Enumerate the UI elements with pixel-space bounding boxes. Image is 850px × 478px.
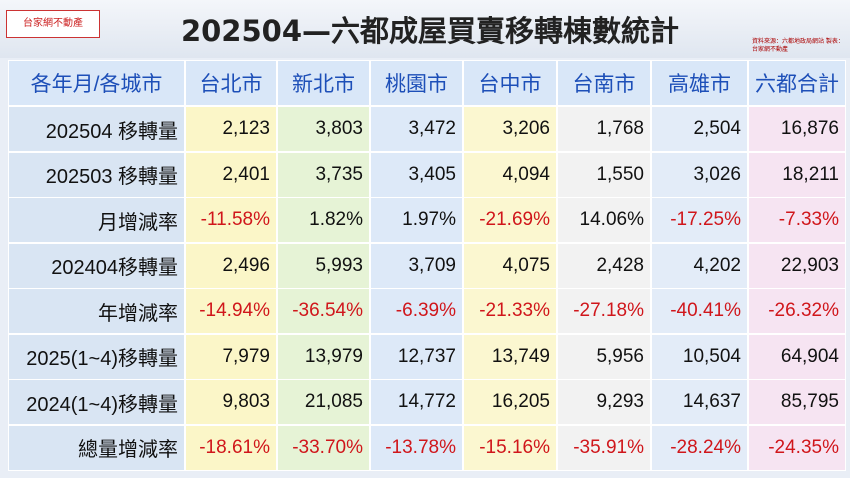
table-cell: 14,637 [651,379,748,425]
table-cell: -6.39% [370,288,463,334]
table-cell: 22,903 [748,242,846,289]
table-cell: -17.25% [651,197,748,243]
table-cell: 64,904 [748,333,846,380]
logo: 台家網不動產 [6,10,100,38]
table-cell: -27.18% [557,288,651,334]
table-cell: 5,956 [557,333,651,380]
column-header: 六都合計 [748,60,846,106]
table-cell: 2,123 [185,106,277,152]
table-cell: 10,504 [651,333,748,380]
table-cell: 9,803 [185,379,277,425]
table-cell: 16,876 [748,106,846,152]
table-cell: 14,772 [370,379,463,425]
table-cell: 總量增減率 [8,424,185,471]
table-cell: 13,749 [463,333,557,380]
table-cell: 1,550 [557,151,651,198]
table-cell: 2,428 [557,242,651,289]
table-cell: 5,993 [277,242,370,289]
table-cell: -26.32% [748,288,846,334]
table-cell: 3,709 [370,242,463,289]
table-cell: -33.70% [277,424,370,471]
column-header: 新北市 [277,60,370,106]
table-cell: 3,803 [277,106,370,152]
table-cell: -36.54% [277,288,370,334]
column-header: 桃園市 [370,60,463,106]
table-cell: -21.69% [463,197,557,243]
column-header: 各年月/各城市 [8,60,185,106]
table-cell: 202503 移轉量 [8,151,185,198]
table-cell: -21.33% [463,288,557,334]
table-cell: 1.82% [277,197,370,243]
table-cell: 4,202 [651,242,748,289]
column-header: 台北市 [185,60,277,106]
table-cell: 202404移轉量 [8,242,185,289]
source-note: 資料來源：六都地政局網站 製表：台家網不動產 [752,38,844,53]
table-cell: -35.91% [557,424,651,471]
table-cell: 3,735 [277,151,370,198]
title: 202504—六都成屋買賣移轉棟數統計 [180,14,680,48]
table-cell: -11.58% [185,197,277,243]
table-cell: 21,085 [277,379,370,425]
table-cell: 2,496 [185,242,277,289]
table-cell: 2025(1~4)移轉量 [8,333,185,380]
table-cell: 3,472 [370,106,463,152]
table-cell: -15.16% [463,424,557,471]
table-cell: -40.41% [651,288,748,334]
table-cell: 4,094 [463,151,557,198]
table-cell: 7,979 [185,333,277,380]
column-header: 高雄市 [651,60,748,106]
table-cell: 2,504 [651,106,748,152]
title-bar: 台家網不動產 202504—六都成屋買賣移轉棟數統計 資料來源：六都地政局網站 … [0,0,850,58]
column-header: 台中市 [463,60,557,106]
table-cell: 85,795 [748,379,846,425]
table-cell: -7.33% [748,197,846,243]
table-cell: 12,737 [370,333,463,380]
table-cell: 3,026 [651,151,748,198]
column-header: 台南市 [557,60,651,106]
table-cell: 18,211 [748,151,846,198]
table-cell: 9,293 [557,379,651,425]
table-cell: 3,206 [463,106,557,152]
table-cell: 202504 移轉量 [8,106,185,152]
table-cell: 月增減率 [8,197,185,243]
table-cell: -18.61% [185,424,277,471]
table-cell: -28.24% [651,424,748,471]
table-cell: -24.35% [748,424,846,471]
table-cell: 1.97% [370,197,463,243]
table-cell: -14.94% [185,288,277,334]
table-cell: 16,205 [463,379,557,425]
table-cell: 年增減率 [8,288,185,334]
table-cell: 4,075 [463,242,557,289]
table-cell: 13,979 [277,333,370,380]
table-cell: -13.78% [370,424,463,471]
table-cell: 1,768 [557,106,651,152]
table-cell: 3,405 [370,151,463,198]
table-cell: 2024(1~4)移轉量 [8,379,185,425]
table-cell: 14.06% [557,197,651,243]
table-cell: 2,401 [185,151,277,198]
